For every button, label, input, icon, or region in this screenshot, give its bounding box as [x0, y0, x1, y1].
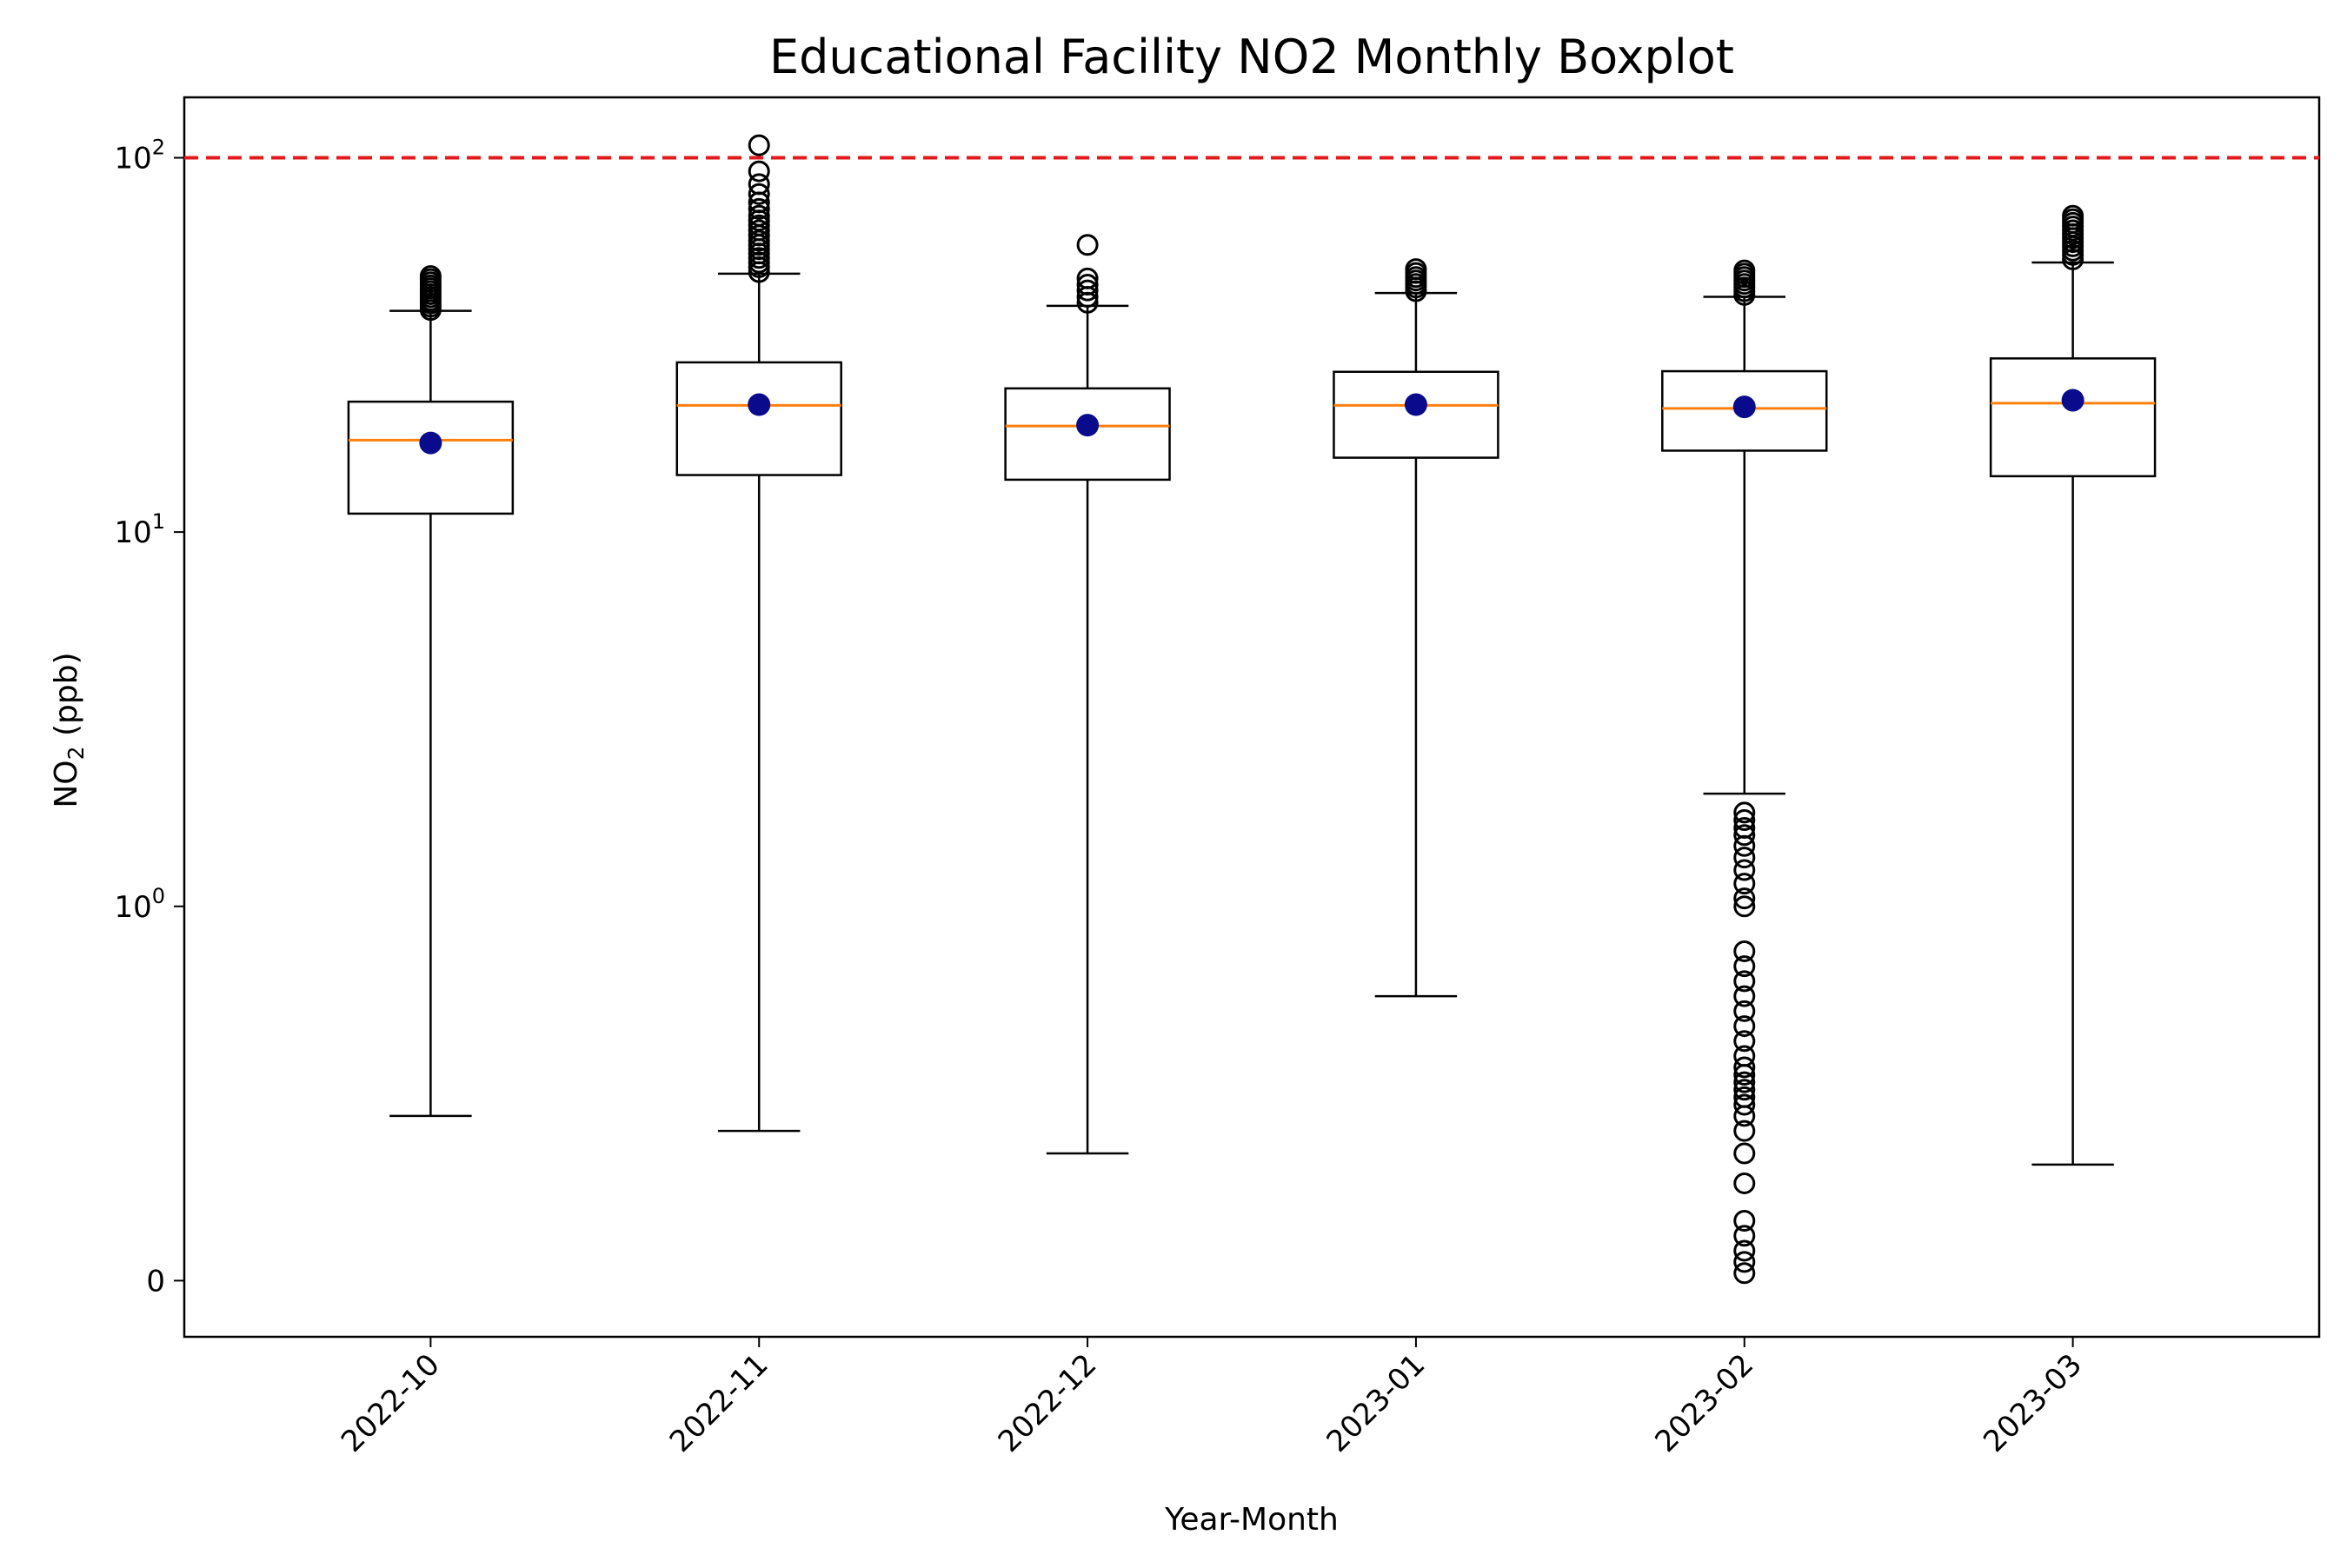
flier-point: [1733, 1045, 1756, 1067]
flier-point: [1405, 258, 1427, 281]
flier-point: [748, 134, 770, 156]
flier-point: [1733, 1030, 1756, 1053]
box-group: [1661, 259, 1828, 1285]
flier-point: [1733, 1079, 1756, 1101]
mean-marker: [2061, 389, 2084, 412]
flier-point: [1733, 1086, 1756, 1108]
y-tick-label: 101: [114, 509, 165, 550]
flier-point: [1733, 873, 1756, 895]
flier-point: [1076, 234, 1099, 256]
chart-title: Educational Facility NO2 Monthly Boxplot: [769, 30, 1734, 84]
y-tick-label: 100: [114, 884, 165, 925]
flier-point: [748, 183, 770, 205]
y-tick-label: 0: [146, 1264, 165, 1299]
box: [1989, 357, 2157, 478]
flier-point: [1733, 985, 1756, 1007]
flier-point: [1733, 970, 1756, 993]
flier-point: [1733, 1015, 1756, 1038]
flier-point: [1076, 267, 1099, 289]
y-axis-label-subscript: 2: [63, 746, 89, 760]
box-group: [675, 134, 842, 1133]
flier-point: [1733, 1142, 1756, 1165]
x-tick-label: 2023-03: [1977, 1347, 2089, 1459]
flier-point: [1733, 1172, 1756, 1194]
y-tick-label: 102: [114, 135, 165, 176]
flier-point: [748, 204, 770, 227]
flier-point: [1733, 1071, 1756, 1093]
x-axis-label: Year-Month: [1164, 1502, 1339, 1538]
flier-point: [1733, 1239, 1756, 1262]
flier-point: [1733, 955, 1756, 978]
x-tick-label: 2022-11: [663, 1347, 775, 1459]
y-axis-label: NO2 (ppb): [49, 652, 89, 807]
flier-point: [1733, 887, 1756, 910]
x-tick-label: 2022-12: [992, 1347, 1104, 1459]
flier-point: [1733, 940, 1756, 962]
flier-point: [748, 197, 770, 220]
mean-marker: [1732, 395, 1756, 419]
flier-point: [748, 160, 770, 183]
x-tick-label: 2022-10: [335, 1347, 447, 1459]
x-tick-label: 2023-01: [1320, 1347, 1433, 1459]
box: [347, 400, 515, 515]
box-group: [1989, 204, 2157, 1166]
flier-point: [1733, 817, 1756, 840]
x-tick-label: 2023-02: [1648, 1347, 1760, 1459]
flier-point: [2062, 204, 2084, 227]
y-axis-label-unit: (ppb): [49, 652, 84, 746]
flier-point: [1733, 824, 1756, 847]
flier-point: [1733, 809, 1756, 832]
flier-point: [1733, 1120, 1756, 1142]
mean-marker: [748, 393, 771, 416]
flier-point: [748, 173, 770, 196]
y-axis-label-main: NO: [49, 760, 84, 807]
flier-point: [1733, 895, 1756, 918]
flier-point: [1733, 1056, 1756, 1079]
flier-point: [1733, 847, 1756, 869]
flier-point: [1733, 1251, 1756, 1273]
box-group: [347, 265, 515, 1118]
flier-point: [1076, 279, 1099, 302]
flier-point: [1733, 801, 1756, 824]
mean-marker: [1076, 414, 1100, 437]
flier-point: [1733, 259, 1756, 282]
plot-area: 0 100 101 102 2022-10 2022-11 2022-12 2023-01 20…: [114, 96, 2321, 1459]
mean-marker: [1404, 393, 1427, 416]
box-group: [1333, 258, 1499, 998]
flier-point: [1733, 1262, 1756, 1285]
flier-point: [1733, 859, 1756, 881]
plot-frame: [183, 96, 2321, 1339]
flier-point: [1733, 1000, 1756, 1022]
box-group: [1004, 234, 1171, 1155]
flier-point: [1733, 1225, 1756, 1247]
flier-point: [419, 265, 442, 288]
flier-point: [1733, 1210, 1756, 1232]
mean-marker: [419, 431, 442, 455]
box: [675, 361, 842, 476]
flier-point: [1733, 1093, 1756, 1116]
flier-point: [1076, 274, 1099, 296]
